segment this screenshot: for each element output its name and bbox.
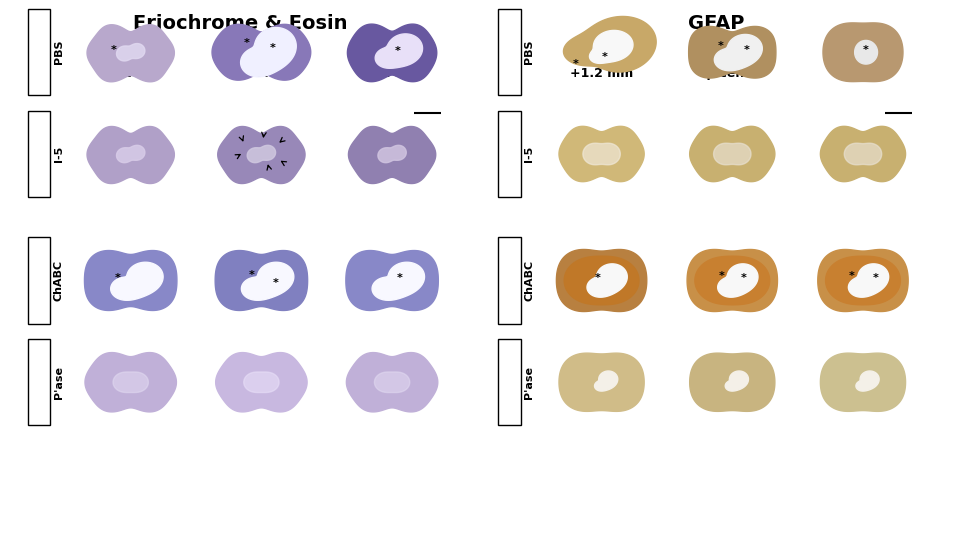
- Polygon shape: [372, 262, 425, 300]
- Bar: [499, 111, 521, 197]
- Polygon shape: [825, 256, 900, 305]
- Polygon shape: [212, 24, 310, 80]
- Polygon shape: [556, 250, 647, 311]
- Text: *: *: [719, 271, 725, 282]
- Text: *: *: [273, 278, 279, 288]
- Polygon shape: [563, 16, 656, 72]
- Text: *: *: [873, 273, 879, 283]
- Text: *: *: [744, 45, 750, 54]
- Polygon shape: [113, 372, 148, 393]
- Polygon shape: [349, 126, 435, 184]
- Polygon shape: [718, 264, 758, 297]
- Polygon shape: [378, 145, 407, 163]
- Polygon shape: [559, 353, 644, 411]
- Text: *: *: [718, 41, 724, 51]
- Text: *: *: [244, 38, 250, 48]
- Polygon shape: [116, 145, 145, 163]
- Polygon shape: [687, 250, 777, 311]
- Text: PBS: PBS: [525, 40, 534, 64]
- Text: *: *: [397, 273, 403, 283]
- Text: Eriochrome & Eosin: Eriochrome & Eosin: [133, 14, 348, 33]
- Text: PBS: PBS: [54, 40, 63, 64]
- Polygon shape: [818, 250, 908, 311]
- Text: P'ase: P'ase: [525, 366, 534, 399]
- Text: ChABC: ChABC: [525, 260, 534, 301]
- Text: I-5: I-5: [54, 146, 63, 162]
- Bar: [28, 111, 50, 197]
- Text: *: *: [863, 45, 869, 54]
- Bar: [28, 339, 50, 425]
- Polygon shape: [695, 256, 770, 305]
- Polygon shape: [559, 126, 644, 182]
- Polygon shape: [215, 353, 308, 412]
- Text: *: *: [849, 271, 854, 282]
- Polygon shape: [849, 264, 889, 297]
- Polygon shape: [714, 143, 751, 165]
- Text: GFAP: GFAP: [688, 14, 744, 33]
- Polygon shape: [375, 34, 423, 68]
- Polygon shape: [346, 251, 438, 310]
- Text: -1.2 mm: -1.2 mm: [834, 67, 892, 80]
- Polygon shape: [821, 353, 905, 411]
- Polygon shape: [87, 25, 174, 82]
- Polygon shape: [240, 28, 296, 77]
- Text: *: *: [270, 43, 276, 53]
- Bar: [499, 238, 521, 323]
- Polygon shape: [583, 143, 620, 165]
- Polygon shape: [244, 372, 279, 393]
- Polygon shape: [247, 145, 276, 163]
- Polygon shape: [854, 41, 877, 64]
- Text: *: *: [249, 270, 255, 280]
- Bar: [499, 9, 521, 95]
- Polygon shape: [690, 353, 775, 411]
- Polygon shape: [589, 30, 633, 63]
- Polygon shape: [85, 251, 177, 310]
- Polygon shape: [821, 126, 905, 182]
- Polygon shape: [595, 371, 618, 391]
- Polygon shape: [215, 251, 308, 310]
- Text: *: *: [595, 273, 601, 283]
- Polygon shape: [85, 353, 177, 412]
- Polygon shape: [116, 43, 145, 61]
- Text: -1.2 mm: -1.2 mm: [363, 67, 421, 80]
- Text: Epicenter: Epicenter: [228, 67, 295, 80]
- Text: *: *: [394, 46, 400, 56]
- Polygon shape: [690, 126, 775, 182]
- Text: *: *: [741, 273, 747, 283]
- Polygon shape: [689, 26, 776, 78]
- Bar: [499, 339, 521, 425]
- Polygon shape: [714, 35, 762, 71]
- Text: *: *: [573, 59, 579, 69]
- Text: +1.2 mm: +1.2 mm: [99, 67, 162, 80]
- Polygon shape: [111, 262, 163, 300]
- Text: +1.2 mm: +1.2 mm: [570, 67, 633, 80]
- Text: *: *: [602, 52, 607, 63]
- Polygon shape: [726, 371, 749, 391]
- Text: *: *: [111, 45, 117, 54]
- Polygon shape: [845, 143, 881, 165]
- Polygon shape: [564, 256, 639, 305]
- Text: ChABC: ChABC: [54, 260, 63, 301]
- Polygon shape: [587, 264, 628, 297]
- Polygon shape: [823, 23, 903, 81]
- Text: Epicenter: Epicenter: [699, 67, 766, 80]
- Bar: [28, 238, 50, 323]
- Polygon shape: [856, 371, 879, 391]
- Polygon shape: [241, 262, 294, 300]
- Polygon shape: [375, 372, 409, 393]
- Polygon shape: [218, 126, 305, 184]
- Text: *: *: [114, 273, 121, 283]
- Polygon shape: [346, 353, 438, 412]
- Text: I-5: I-5: [525, 146, 534, 162]
- Text: P'ase: P'ase: [54, 366, 63, 399]
- Polygon shape: [87, 126, 174, 184]
- Polygon shape: [348, 24, 436, 82]
- Bar: [28, 9, 50, 95]
